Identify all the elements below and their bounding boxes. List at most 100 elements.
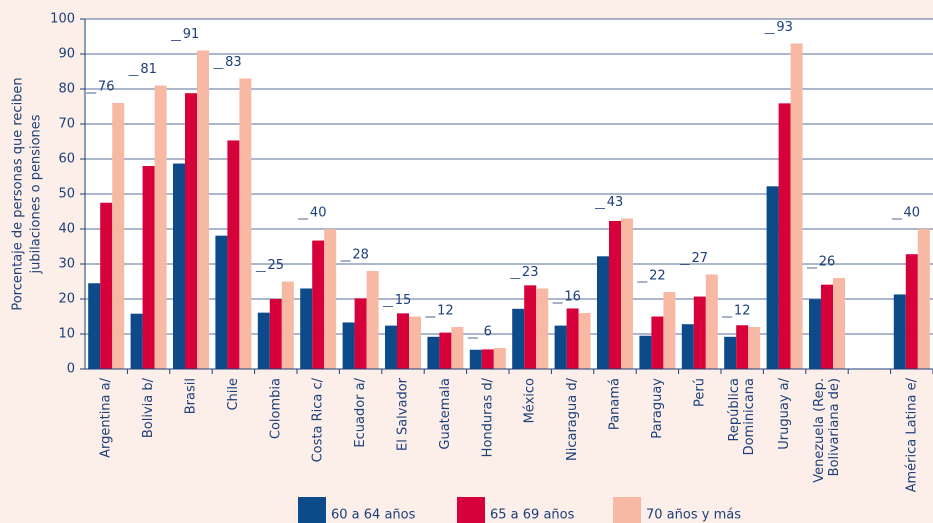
bar: [512, 308, 525, 369]
bar: [427, 336, 440, 369]
x-tick-label: Dominicana: [742, 378, 757, 455]
bar: [469, 349, 482, 369]
x-tick-label: Bolivariana de): [827, 378, 842, 476]
x-tick-label: América Latina e/: [904, 377, 919, 492]
x-tick-label: Colombia: [268, 378, 283, 439]
data-label: 22: [649, 269, 666, 284]
x-tick-label: Panamá: [608, 378, 623, 430]
data-label: 43: [607, 195, 624, 210]
x-tick-label: Honduras d/: [480, 377, 495, 457]
bar: [809, 299, 821, 369]
data-label: 6: [484, 325, 492, 340]
bar: [705, 274, 718, 369]
x-tick-label: Perú: [692, 378, 707, 407]
x-tick-label: Paraguay: [650, 378, 665, 439]
bar: [736, 325, 749, 369]
y-tick-label: 80: [58, 82, 75, 97]
legend-label: 70 años y más: [646, 508, 741, 523]
bar: [790, 43, 803, 369]
data-label: 12: [734, 304, 751, 319]
bar: [397, 313, 409, 369]
y-tick-label: 40: [58, 222, 75, 237]
bar: [681, 324, 694, 369]
data-label: 93: [776, 20, 793, 35]
bar: [300, 288, 313, 369]
x-tick-label: Bolivia b/: [141, 377, 156, 438]
bar: [663, 292, 676, 369]
x-tick-label: Chile: [226, 378, 241, 411]
y-tick-label: 60: [58, 152, 75, 167]
bar: [269, 299, 282, 369]
x-tick-label: Argentina a/: [99, 377, 114, 458]
bar: [366, 271, 379, 369]
bar: [409, 316, 421, 369]
bar: [324, 229, 337, 369]
bar: [748, 327, 761, 369]
bar: [312, 240, 325, 369]
y-tick-label: 0: [67, 362, 75, 377]
bar: [724, 336, 737, 369]
x-tick-label: Costa Rica c/: [311, 377, 326, 462]
y-axis-label: Porcentaje de personas que reciben: [11, 77, 26, 310]
y-axis-label: jubilaciones o pensiones: [29, 114, 44, 274]
bar: [239, 78, 252, 369]
legend-label: 60 a 64 años: [331, 508, 416, 523]
data-label: 27: [692, 251, 709, 266]
bar: [215, 235, 228, 369]
bar: [385, 325, 397, 369]
bar: [905, 254, 918, 369]
legend-swatch: [298, 497, 326, 523]
bar: [524, 285, 537, 369]
data-label: 23: [522, 265, 539, 280]
bar: [833, 278, 845, 369]
data-label: 76: [98, 80, 115, 95]
bar: [821, 284, 833, 369]
bar: [893, 294, 906, 369]
bar: [130, 313, 143, 369]
legend-label: 65 a 69 años: [490, 508, 575, 523]
x-tick-label: México: [523, 378, 538, 423]
bar: [554, 325, 567, 369]
x-tick-label: Guatemala: [438, 378, 453, 450]
data-label: 81: [140, 62, 157, 77]
y-tick-label: 10: [58, 327, 75, 342]
bar: [597, 256, 609, 369]
data-label: 26: [819, 255, 836, 270]
bar: [639, 335, 652, 369]
bar: [185, 93, 197, 369]
bar: [88, 283, 101, 369]
bar: [197, 50, 209, 369]
x-tick-label: República: [727, 378, 742, 442]
bar: [354, 298, 367, 369]
bar: [917, 229, 930, 369]
bar: [281, 281, 294, 369]
x-tick-label: Nicaragua d/: [565, 377, 580, 461]
bar: [100, 202, 113, 369]
bar: [112, 103, 125, 369]
bar: [766, 186, 779, 369]
legend-swatch: [613, 497, 641, 523]
bar: [142, 166, 155, 369]
data-label: 15: [395, 293, 412, 308]
y-tick-label: 20: [58, 292, 75, 307]
bar: [342, 322, 355, 369]
x-tick-label: Venezuela (Rep.: [812, 378, 827, 483]
x-tick-label: Uruguay a/: [777, 377, 792, 449]
bar: [493, 348, 506, 369]
x-tick-label: El Salvador: [396, 377, 411, 451]
bar: [536, 288, 549, 369]
data-label: 12: [437, 304, 454, 319]
bar: [693, 296, 706, 369]
y-tick-label: 50: [58, 187, 75, 202]
bar: [257, 312, 270, 369]
data-label: 40: [904, 206, 921, 221]
y-tick-label: 100: [50, 12, 75, 27]
data-label: 91: [183, 27, 200, 42]
data-label: 16: [564, 290, 581, 305]
bar: [566, 308, 579, 369]
bar: [651, 316, 664, 369]
data-label: 40: [310, 206, 327, 221]
data-label: 28: [352, 248, 369, 263]
